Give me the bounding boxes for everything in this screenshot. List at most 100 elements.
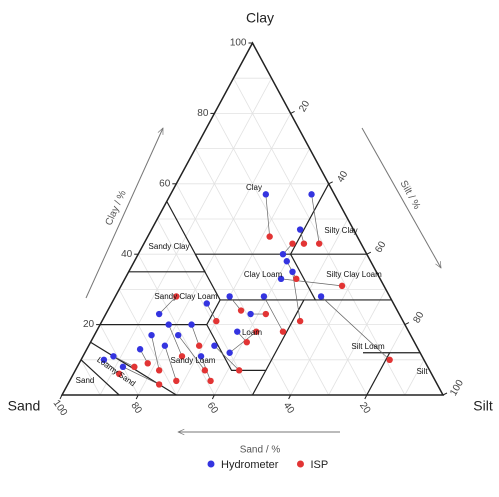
data-point: [253, 328, 260, 335]
tick-label: 20: [297, 99, 312, 115]
data-point: [131, 363, 138, 371]
tick-mark: [366, 251, 372, 255]
region-label: Loam: [242, 328, 262, 337]
legend-swatch: [296, 460, 304, 468]
region-boundary: [251, 370, 267, 396]
pair-link: [229, 331, 257, 354]
region-boundary: [194, 253, 221, 301]
legend-label: Hydrometer: [221, 459, 279, 471]
legend-swatch: [207, 460, 215, 468]
corner-label: Silt: [473, 398, 493, 414]
data-point: [155, 310, 163, 318]
tick-mark: [364, 394, 368, 400]
tick-label: 100: [448, 378, 466, 398]
data-point: [173, 293, 180, 300]
data-point: [155, 381, 163, 388]
pair-link: [113, 355, 135, 368]
data-point: [260, 293, 268, 300]
tick-mark: [290, 110, 295, 114]
data-point: [136, 346, 144, 353]
pair-link: [311, 194, 320, 244]
grid-line: [175, 148, 311, 396]
tick-label: 60: [373, 239, 388, 255]
tick-label: 40: [281, 400, 297, 416]
data-point: [247, 310, 254, 318]
region-boundary: [80, 359, 120, 396]
pair-link: [158, 296, 177, 315]
region-label: Silt: [416, 367, 428, 376]
grid-line: [194, 148, 330, 396]
data-point: [266, 233, 273, 240]
region-label: Silty Clay: [324, 226, 357, 235]
data-point: [277, 275, 285, 283]
axis-label: Sand / %: [240, 445, 281, 456]
pair-link: [206, 303, 217, 322]
pair-link: [103, 359, 120, 375]
data-point: [119, 363, 127, 371]
grid-line: [233, 78, 406, 396]
tick-label: 100: [51, 398, 70, 418]
data-point: [338, 282, 346, 290]
pair-link: [164, 345, 177, 382]
points: [100, 191, 393, 388]
tick-label: 60: [159, 178, 171, 189]
axis-label: Clay / %: [104, 189, 129, 228]
data-point: [226, 349, 233, 356]
tick-mark: [404, 322, 410, 326]
pair-link: [320, 296, 390, 361]
grid-line: [80, 359, 101, 396]
pair-link: [122, 366, 160, 385]
data-point: [165, 321, 172, 328]
data-point: [161, 342, 169, 349]
data-point: [317, 293, 325, 300]
data-point: [203, 300, 210, 307]
region-boundary: [290, 253, 316, 301]
tick-mark: [59, 394, 63, 400]
tick-label: 60: [205, 400, 221, 416]
tick-label: 80: [128, 400, 144, 416]
grid-line: [328, 289, 387, 396]
corner-label: Sand: [8, 398, 41, 414]
data-point: [178, 353, 186, 360]
data-point: [262, 310, 270, 318]
tick-label: 20: [83, 319, 95, 330]
tick-mark: [328, 181, 333, 185]
data-point: [213, 317, 220, 325]
data-point: [308, 191, 315, 198]
region-boundary: [166, 183, 330, 255]
data-point: [386, 356, 393, 363]
region-boundary: [206, 299, 305, 371]
region-boundaries: [60, 41, 445, 396]
region-label: Silty Clay Loam: [326, 270, 382, 279]
data-point: [283, 258, 290, 265]
pair-link: [214, 345, 240, 371]
axis-arrow: [85, 128, 164, 299]
data-point: [155, 367, 163, 374]
grid-line: [290, 254, 368, 396]
tick-label: 40: [121, 249, 133, 260]
data-point: [293, 275, 300, 283]
data-point: [148, 331, 155, 339]
data-point: [237, 307, 245, 314]
data-point: [197, 353, 205, 360]
data-point: [235, 367, 243, 374]
data-point: [234, 328, 241, 335]
grid-line: [404, 359, 425, 396]
tick-label: 80: [197, 108, 209, 119]
pair-link: [191, 324, 200, 346]
tick-mark: [442, 392, 448, 396]
data-point: [110, 353, 117, 360]
data-point: [144, 360, 151, 367]
region-boundary: [366, 352, 391, 396]
data-point: [289, 240, 296, 247]
data-point: [262, 191, 270, 198]
region-label: Silt Loam: [351, 342, 385, 351]
pair-link: [151, 335, 160, 371]
data-point: [175, 331, 182, 339]
region-boundary: [128, 253, 206, 273]
data-point: [289, 268, 296, 275]
region-label: Sandy Clay Loam: [154, 292, 217, 301]
region-label: Sandy Loam: [171, 356, 216, 365]
data-point: [207, 377, 214, 385]
